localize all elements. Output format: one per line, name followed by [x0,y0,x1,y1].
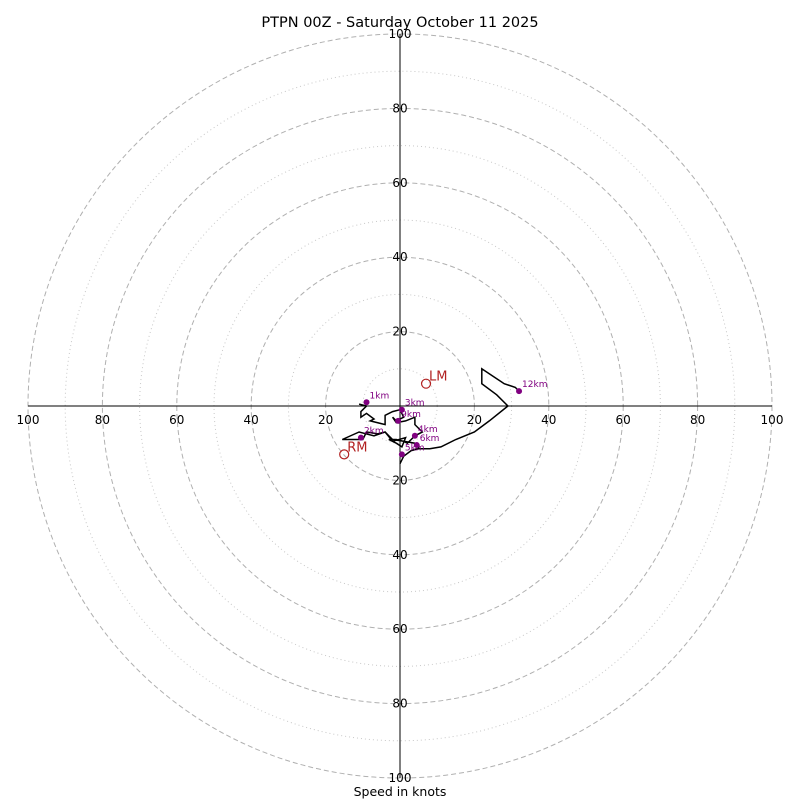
height-marker-3km [398,406,405,413]
y-tick-label: 80 [392,101,407,115]
x-tick-label: 100 [761,413,784,427]
x-tick-label: 40 [541,413,556,427]
y-tick-label: 20 [392,325,407,339]
axes [28,34,772,778]
y-tick-label: 100 [389,27,412,41]
height-marker-1km [363,399,370,406]
x-tick-label: 60 [616,413,631,427]
storm-marker-LM [420,378,432,389]
chart-title: PTPN 00Z - Saturday October 11 2025 [261,15,538,31]
y-tick-label: 80 [392,697,407,711]
x-tick-label: 20 [318,413,333,427]
height-marker-6km [413,442,420,449]
y-tick-label: 60 [392,176,407,190]
storm-motion-markers: LM RM [339,370,448,460]
storm-label-RM: RM [347,440,367,455]
x-tick-label: 20 [467,413,482,427]
height-label-1km: 1km [370,391,390,401]
storm-marker-RM [339,449,350,460]
tick-labels: 100 80 60 40 20 20 40 60 80 100 100 80 60 40 20 20 40 60 8… [17,27,784,785]
x-tick-label: 80 [690,413,705,427]
height-label-9km: 9km [401,410,421,420]
x-tick-label: 80 [95,413,110,427]
height-marker-4km [411,432,418,439]
x-tick-label: 60 [169,413,184,427]
height-label-2km: 2km [364,427,384,437]
height-label-5km: 5km [405,443,425,453]
height-marker-9km [395,417,402,424]
y-tick-label: 60 [392,622,407,636]
height-label-4km: 4km [418,425,438,435]
y-tick-label: 40 [392,548,407,562]
height-label-6km: 6km [420,434,440,444]
x-tick-label: 100 [17,413,40,427]
height-marker-5km [398,451,405,458]
y-tick-label: 100 [389,771,412,785]
storm-label-LM: LM [429,370,447,385]
y-tick-label: 40 [392,250,407,264]
height-label-3km: 3km [405,399,425,409]
height-marker-12km [516,388,523,395]
height-label-12km: 12km [522,380,547,390]
height-marker-2km [357,434,364,441]
y-tick-label: 20 [392,473,407,487]
x-tick-label: 40 [244,413,259,427]
x-axis-label: Speed in knots [354,784,447,799]
